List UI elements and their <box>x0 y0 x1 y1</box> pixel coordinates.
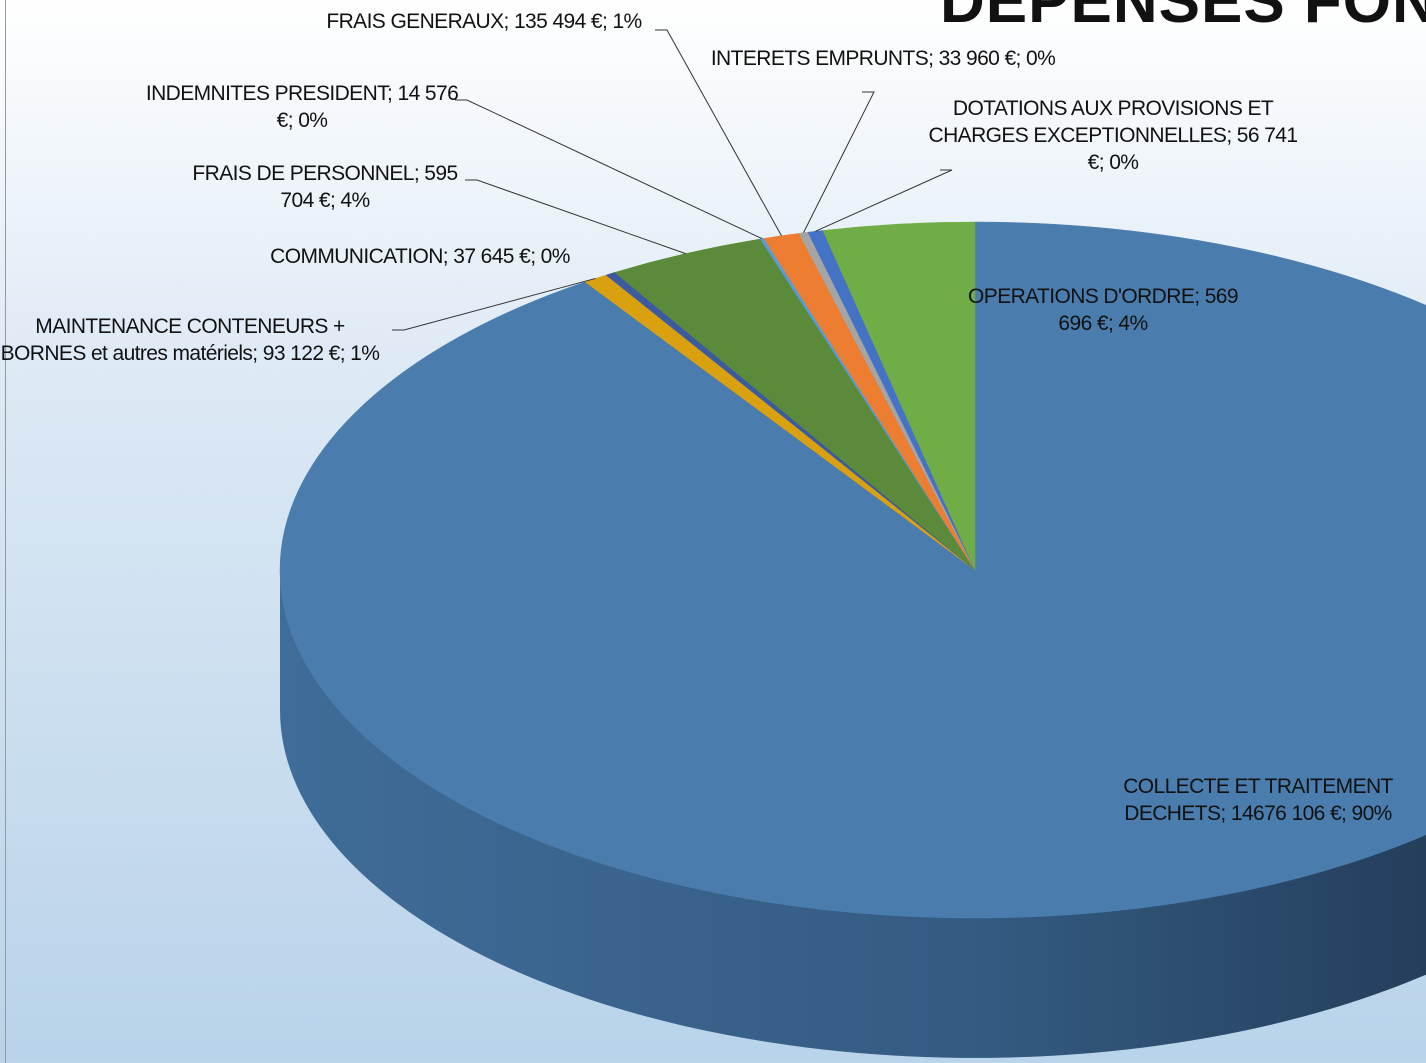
pie-slice <box>279 221 1426 919</box>
chart-title: DEPENSES FON <box>940 0 1426 36</box>
leader-line <box>803 91 875 233</box>
leader-line <box>815 169 953 232</box>
data-label: COMMUNICATION; 37 645 €; 0% <box>270 245 570 268</box>
data-label: FRAIS GENERAUX; 135 494 €; 1% <box>326 10 642 33</box>
leader-line <box>392 277 596 331</box>
data-label: MAINTENANCE CONTENEURS + BORNES et autre… <box>0 315 380 365</box>
data-label: FRAIS DE PERSONNEL; 595 704 €; 4% <box>192 162 458 212</box>
pie-side <box>280 570 1426 1058</box>
leader-line <box>465 179 686 255</box>
pie-slice <box>822 221 976 571</box>
data-label: DOTATIONS AUX PROVISIONS ET CHARGES EXCE… <box>928 97 1298 174</box>
leader-line <box>655 29 782 237</box>
data-label: COLLECTE ET TRAITEMENT DECHETS; 14676 10… <box>1123 775 1393 825</box>
data-label: OPERATIONS D'ORDRE; 569 696 €; 4% <box>968 285 1238 335</box>
frame-edge <box>5 0 6 1063</box>
data-label: INDEMNITES PRESIDENT; 14 576 €; 0% <box>145 82 459 132</box>
data-label: INTERETS EMPRUNTS; 33 960 €; 0% <box>710 47 1056 70</box>
leader-line <box>455 99 763 240</box>
